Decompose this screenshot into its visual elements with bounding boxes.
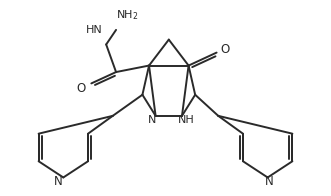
Text: O: O [77,82,86,95]
Text: NH$_2$: NH$_2$ [116,8,139,22]
Text: N: N [54,175,63,188]
Text: O: O [220,43,229,56]
Text: N: N [148,115,157,125]
Text: HN: HN [86,25,103,35]
Text: NH: NH [177,115,194,125]
Text: N: N [265,175,274,188]
